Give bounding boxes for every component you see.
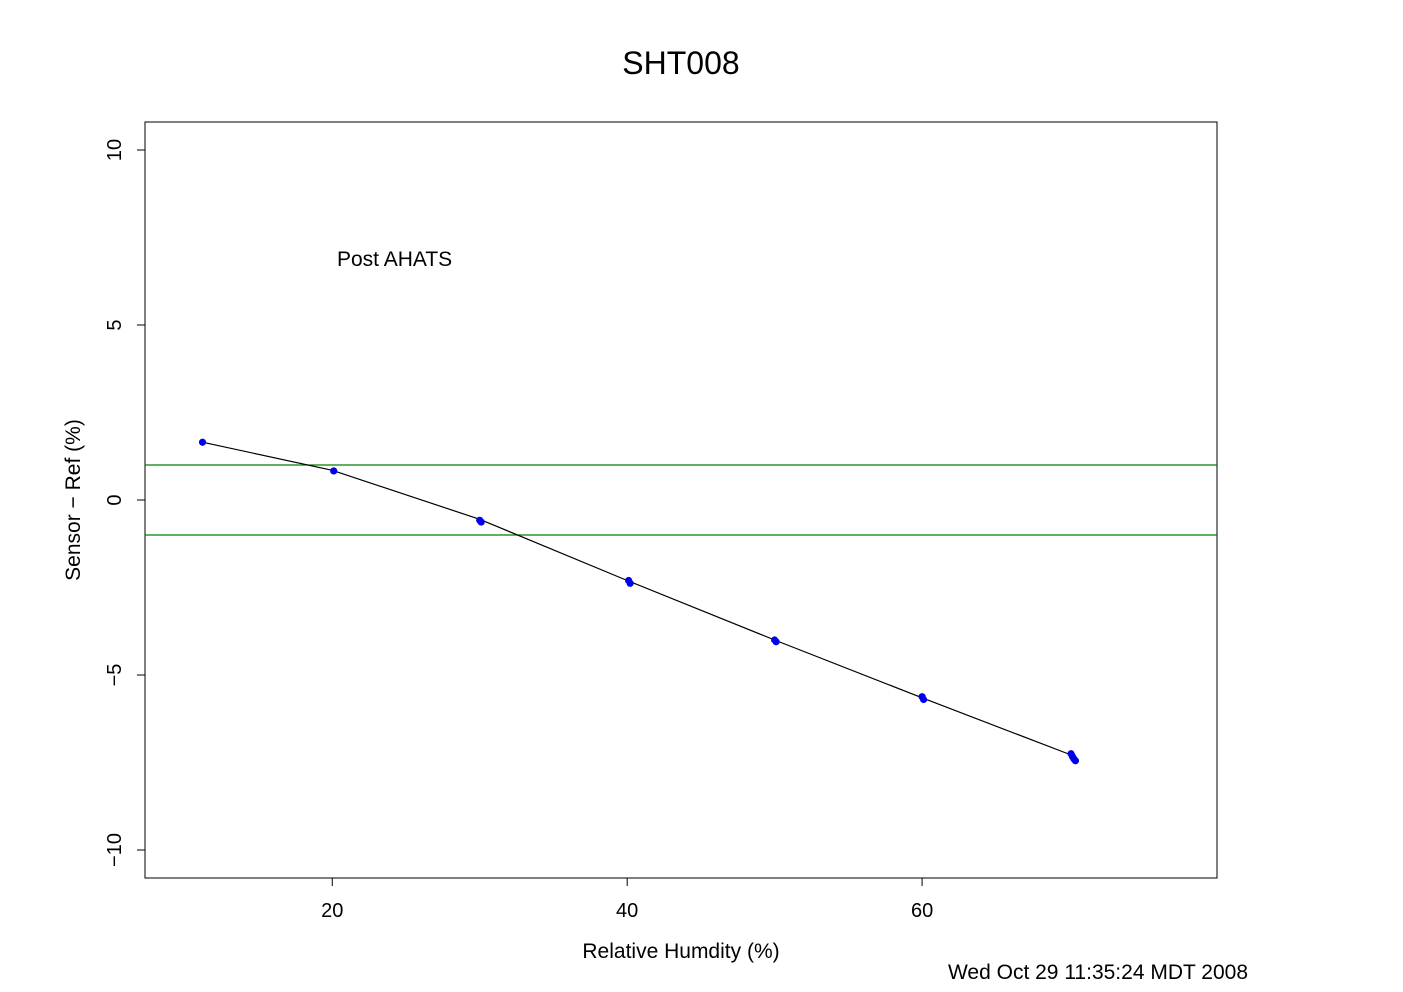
fit-line-group bbox=[202, 441, 1073, 757]
data-point bbox=[919, 695, 928, 704]
data-points bbox=[198, 438, 1080, 765]
plot-frame bbox=[144, 121, 1218, 879]
y-tick-label: −5 bbox=[104, 664, 126, 687]
y-tick-label: 10 bbox=[104, 139, 126, 161]
x-tick-label: 60 bbox=[911, 900, 933, 922]
data-point bbox=[330, 467, 338, 475]
x-axis: 20 40 60 bbox=[321, 878, 933, 922]
chart-title: SHT008 bbox=[622, 45, 739, 81]
fit-line bbox=[202, 441, 1073, 757]
x-tick-label: 20 bbox=[321, 900, 343, 922]
x-axis-label: Relative Humdity (%) bbox=[582, 940, 779, 963]
data-point bbox=[772, 638, 780, 646]
data-point bbox=[477, 518, 485, 526]
data-point bbox=[626, 579, 634, 587]
y-axis: −10 −5 0 5 10 bbox=[104, 139, 145, 867]
reference-lines bbox=[145, 464, 1217, 536]
data-point bbox=[198, 438, 207, 446]
data-point bbox=[1071, 757, 1080, 765]
y-tick-label: 5 bbox=[104, 319, 126, 330]
x-tick-label: 40 bbox=[616, 900, 638, 922]
y-tick-label: 0 bbox=[104, 494, 126, 505]
timestamp: Wed Oct 29 11:35:24 MDT 2008 bbox=[948, 961, 1248, 984]
y-tick-label: −10 bbox=[104, 833, 126, 867]
chart-annotation: Post AHATS bbox=[337, 248, 452, 271]
y-axis-label: Sensor − Ref (%) bbox=[62, 419, 85, 581]
